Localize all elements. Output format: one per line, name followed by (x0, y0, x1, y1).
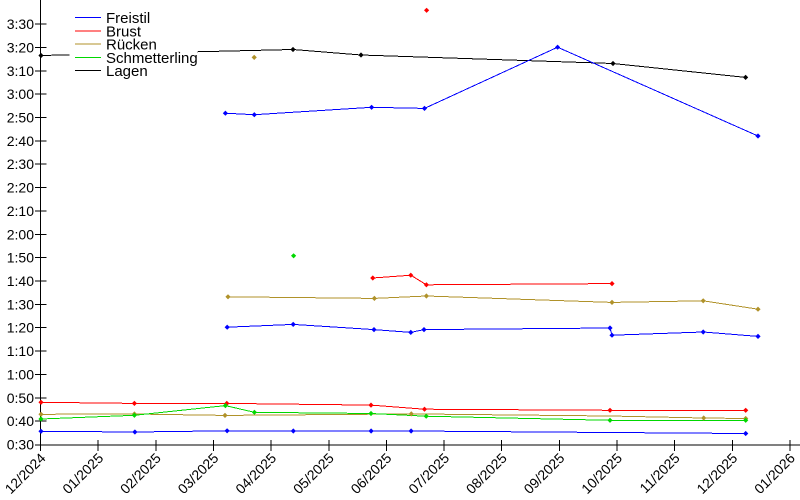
svg-text:0:40: 0:40 (7, 413, 34, 429)
svg-text:1:40: 1:40 (7, 273, 34, 289)
svg-text:1:10: 1:10 (7, 343, 34, 359)
svg-text:3:00: 3:00 (7, 86, 34, 102)
svg-text:Brust: Brust (106, 23, 142, 40)
svg-text:0:30: 0:30 (7, 437, 34, 453)
svg-text:Freistil: Freistil (106, 10, 150, 27)
svg-text:1:00: 1:00 (7, 366, 34, 382)
svg-text:Rücken: Rücken (106, 37, 157, 54)
svg-text:06/2025: 06/2025 (347, 450, 394, 497)
svg-text:10/2025: 10/2025 (578, 450, 625, 497)
svg-text:2:40: 2:40 (7, 133, 34, 149)
svg-text:0:50: 0:50 (7, 390, 34, 406)
svg-text:04/2025: 04/2025 (232, 450, 279, 497)
svg-text:2:20: 2:20 (7, 180, 34, 196)
svg-text:2:50: 2:50 (7, 110, 34, 126)
svg-text:09/2025: 09/2025 (520, 450, 567, 497)
svg-text:2:30: 2:30 (7, 156, 34, 172)
svg-text:03/2025: 03/2025 (174, 450, 221, 497)
svg-text:02/2025: 02/2025 (117, 450, 164, 497)
svg-text:3:30: 3:30 (7, 16, 34, 32)
svg-text:3:20: 3:20 (7, 40, 34, 56)
svg-text:05/2025: 05/2025 (290, 450, 337, 497)
svg-text:12/2025: 12/2025 (693, 450, 740, 497)
svg-text:2:00: 2:00 (7, 226, 34, 242)
svg-text:11/2025: 11/2025 (636, 450, 683, 497)
svg-text:2:10: 2:10 (7, 203, 34, 219)
svg-text:3:10: 3:10 (7, 63, 34, 79)
svg-text:1:30: 1:30 (7, 296, 34, 312)
svg-text:1:20: 1:20 (7, 320, 34, 336)
svg-text:12/2024: 12/2024 (2, 450, 49, 497)
svg-text:01/2025: 01/2025 (59, 450, 106, 497)
svg-text:Lagen: Lagen (106, 63, 148, 80)
svg-text:1:50: 1:50 (7, 250, 34, 266)
svg-text:01/2026: 01/2026 (751, 450, 798, 497)
svg-text:08/2025: 08/2025 (463, 450, 510, 497)
svg-text:07/2025: 07/2025 (405, 450, 452, 497)
svg-text:Schmetterling: Schmetterling (106, 50, 198, 67)
